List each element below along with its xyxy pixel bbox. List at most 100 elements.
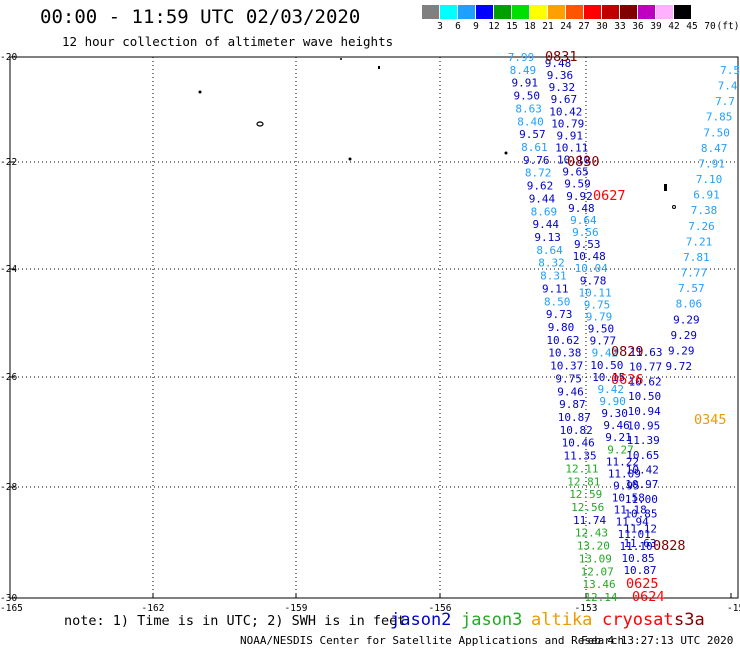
units-note: note: 1) Time is in UTC; 2) SWH is in fe…: [64, 613, 406, 629]
pass-time-label: 0830: [567, 154, 600, 170]
longitude-labels: -165 -162 -159 -156 -153 -15: [0, 603, 740, 614]
pass-time-label: 0831: [545, 49, 578, 65]
legend-label: 12: [488, 21, 500, 32]
wave-height-value: 12.07: [581, 565, 614, 578]
wave-height-value: 10.97: [625, 478, 658, 491]
lon-label: -159: [285, 603, 308, 614]
pass-time-label: 0829: [611, 344, 644, 360]
wave-height-value: 12.14: [584, 591, 617, 604]
legend-swatch: [620, 5, 638, 19]
wave-height-value: 11.10: [620, 540, 653, 553]
legend-swatch: [584, 5, 602, 19]
legend-jason3: jason3: [461, 610, 523, 630]
wave-height-value: 10.62: [629, 375, 662, 388]
wave-height-value: 11.18: [614, 504, 647, 517]
lon-label: -165: [0, 603, 23, 614]
wave-height-value: 10.82: [560, 424, 593, 437]
wave-height-value: 9.42: [597, 383, 624, 396]
wave-height-value: 13.09: [579, 552, 612, 565]
map-grid: [10, 57, 738, 598]
wave-height-value: 10.58: [612, 492, 645, 505]
wave-height-value: 12.56: [571, 501, 604, 514]
lon-label: -15: [727, 603, 740, 614]
legend-label: 39: [650, 21, 662, 32]
wave-height-value: 10.48: [573, 250, 606, 263]
wave-height-value: 9.59: [564, 178, 591, 191]
legend-swatch: [602, 5, 620, 19]
legend-swatch: [674, 5, 692, 19]
wave-height-value: 10.50: [590, 359, 623, 372]
wave-height-value: 9.53: [574, 238, 601, 251]
wave-height-value: 9.77: [590, 335, 617, 348]
wave-height-value: 8.61: [521, 141, 548, 154]
pass-time-label: 0345: [694, 412, 727, 428]
wave-height-value: 11.12: [624, 522, 657, 535]
wave-height-value: 10.46: [562, 437, 595, 450]
legend-label: 24: [560, 21, 572, 32]
wave-height-value: 8.72: [525, 167, 552, 180]
wave-height-value: 8.40: [517, 115, 544, 128]
wave-height-value: 8.63: [515, 102, 542, 115]
legend-label: 27: [578, 21, 590, 32]
wave-height-value: 13.46: [583, 578, 616, 591]
legend-swatch: [476, 5, 494, 19]
wave-height-value: 9.64: [570, 214, 597, 227]
wave-height-value: 8.69: [531, 205, 558, 218]
wave-height-value: 10.65: [626, 449, 659, 462]
legend-swatch: [494, 5, 512, 19]
wave-height-value: 9.29: [668, 344, 695, 357]
wave-height-value: 7.4: [718, 80, 738, 93]
island-marker: [672, 205, 676, 209]
wave-height-value: 11.01: [618, 528, 651, 541]
wave-height-value: 8.50: [544, 295, 571, 308]
wave-height-value: 7.81: [683, 251, 710, 264]
wave-height-value: 9.95: [613, 480, 640, 493]
pass-time-label: 0626: [611, 372, 644, 388]
legend-swatch: [512, 5, 530, 19]
wave-height-value: 7.57: [678, 282, 705, 295]
generated-timestamp: Feb 4 13:27:13 UTC 2020: [581, 634, 734, 647]
wave-height-value: 9.29: [671, 329, 698, 342]
legend-swatch: [422, 5, 440, 19]
legend-swatch: [458, 5, 476, 19]
wave-height-value: 9.62: [527, 180, 554, 193]
island-marker: [664, 184, 667, 191]
wave-height-value: 10.79: [551, 117, 584, 130]
legend-label: 6: [455, 21, 461, 32]
wave-height-value: 10.85: [624, 508, 657, 521]
wave-height-value: 9.50: [588, 323, 615, 336]
legend-label: 15: [506, 21, 518, 32]
wave-height-value: 11.09: [608, 467, 641, 480]
island-marker: [256, 121, 264, 127]
wave-height-value: 9.76: [523, 154, 550, 167]
wave-height-value: 10.42: [549, 105, 582, 118]
wave-height-value: 9.65: [562, 166, 589, 179]
lat-label: -22: [0, 157, 17, 168]
wave-height-value: 10.50: [628, 390, 661, 403]
wave-height-value: 9.11: [542, 282, 569, 295]
wave-height-value: 9.13: [534, 231, 561, 244]
legend-s3a: s3a: [674, 610, 705, 630]
wave-height-value: 9.75: [555, 372, 582, 385]
pass-time-label: 0627: [593, 188, 626, 204]
pass-time-label: 0624: [632, 589, 665, 605]
wave-height-value: 10.62: [546, 334, 579, 347]
wave-height-value: 9.48: [545, 57, 572, 70]
legend-swatch: [656, 5, 674, 19]
wave-height-value: 9.46: [603, 419, 630, 432]
wave-height-value: 8.64: [536, 244, 563, 257]
wave-height-value: 9.44: [529, 192, 556, 205]
wave-height-value: 9.91: [512, 77, 539, 90]
map-frame: [9, 56, 739, 599]
wave-height-value: 9.90: [599, 395, 626, 408]
wave-height-value: 7.50: [703, 126, 730, 139]
lat-label: -26: [0, 372, 17, 383]
legend-swatch: [548, 5, 566, 19]
island-marker: [340, 58, 342, 60]
wave-height-value: 10.11: [579, 286, 612, 299]
legend-cryosat: cryosat: [602, 610, 674, 630]
wave-height-value: 10.11: [555, 142, 588, 155]
wave-height-value: 11.35: [563, 450, 596, 463]
wave-height-value: 10.87: [558, 411, 591, 424]
